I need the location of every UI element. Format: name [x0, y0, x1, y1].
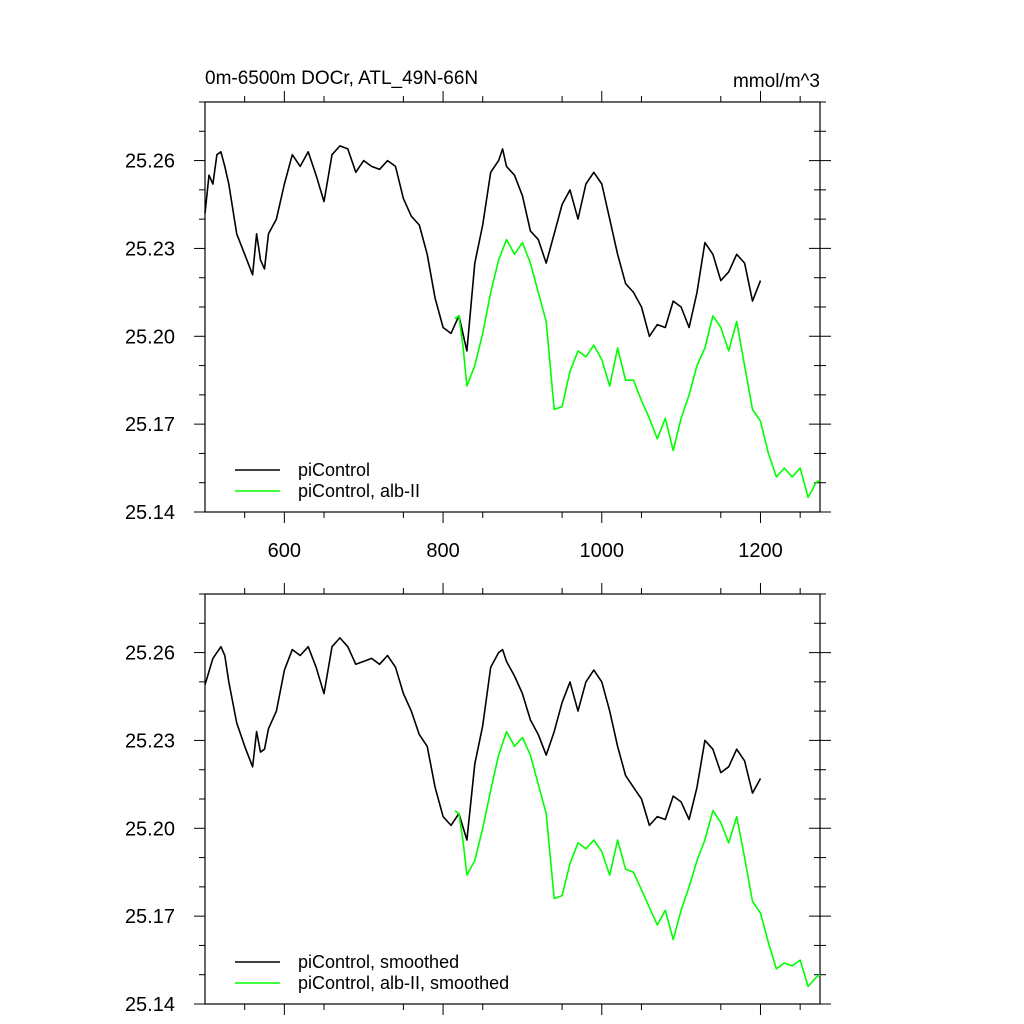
series-line-alb-II: [454, 238, 821, 499]
y-tick-label: 25.20: [125, 818, 175, 840]
bottom-panel: 25.14 25.17 25.20 25.23 25.26 piControl, smo…: [125, 583, 831, 1016]
legend-label: piControl, alb-II: [298, 481, 420, 501]
y-tick-label: 25.23: [125, 730, 175, 752]
y-tick-label: 25.17: [125, 414, 175, 436]
top-panel: 0m-6500m DOCr, ATL_49N-66N mmol/m^3 600 8…: [125, 68, 831, 562]
y-tick-label: 25.23: [125, 238, 175, 260]
legend: piControl, smoothed piControl, alb-II, s…: [235, 952, 509, 993]
series-line-alb-II: [454, 730, 821, 988]
series-lines: [204, 145, 821, 499]
axis-ticks: 600 800 1000 1200 25.14 25.17 25.20 25.23 25.26: [125, 91, 831, 562]
plot-frame: [204, 101, 821, 513]
axis-ticks: 25.14 25.17 25.20 25.23 25.26: [125, 583, 831, 1016]
series-line-piControl: [204, 145, 762, 352]
legend-label: piControl: [298, 460, 370, 480]
y-tick-label: 25.17: [125, 906, 175, 928]
y-tick-label: 25.26: [125, 643, 175, 665]
plot-frame: [204, 593, 821, 1005]
legend-label: piControl, smoothed: [298, 952, 459, 972]
x-tick-label: 800: [426, 540, 459, 562]
panel-title: 0m-6500m DOCr, ATL_49N-66N: [205, 68, 478, 89]
x-tick-label: 1200: [738, 540, 783, 562]
y-tick-label: 25.14: [125, 994, 175, 1016]
y-tick-label: 25.14: [125, 502, 175, 524]
y-tick-label: 25.20: [125, 326, 175, 348]
x-tick-label: 1000: [580, 540, 625, 562]
series-line-piControl: [204, 637, 762, 841]
series-lines: [204, 637, 821, 988]
x-tick-label: 600: [268, 540, 301, 562]
legend-label: piControl, alb-II, smoothed: [298, 973, 509, 993]
y-tick-label: 25.26: [125, 151, 175, 173]
legend: piControl piControl, alb-II: [235, 460, 420, 501]
units-label: mmol/m^3: [733, 71, 820, 92]
